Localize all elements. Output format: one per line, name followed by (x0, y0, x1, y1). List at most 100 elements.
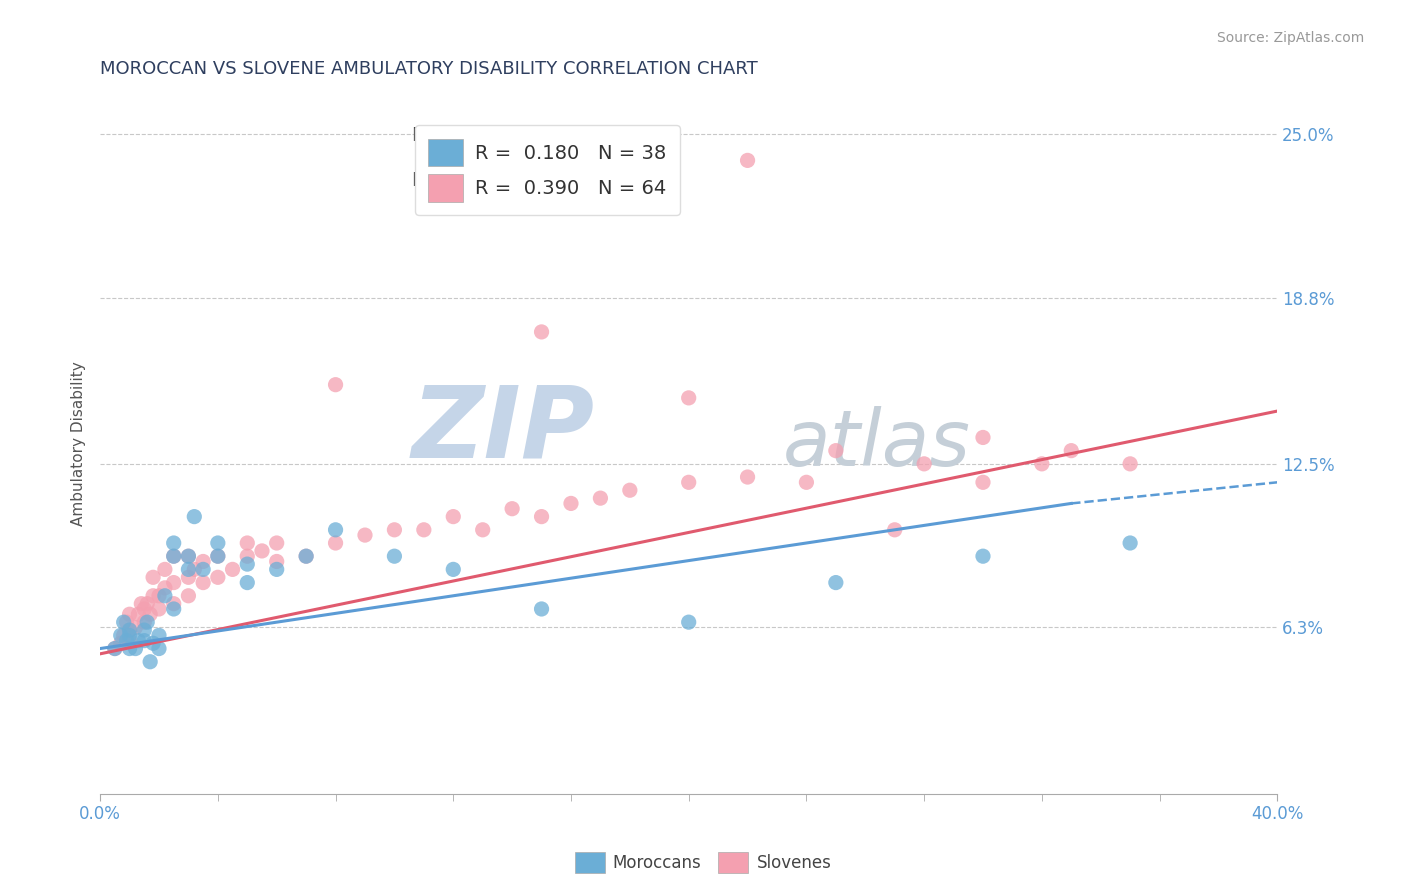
Point (148, 589, 170, 603)
Text: MOROCCAN VS SLOVENE AMBULATORY DISABILITY CORRELATION CHART: MOROCCAN VS SLOVENE AMBULATORY DISABILIT… (100, 60, 758, 78)
Point (177, 589, 200, 603)
Point (530, 509, 553, 524)
Point (112, 628, 135, 642)
Point (177, 549, 200, 564)
Point (110, 628, 132, 642)
Text: R =: R = (412, 126, 454, 145)
Legend: Moroccans, Slovenes: Moroccans, Slovenes (568, 846, 838, 880)
Point (441, 509, 464, 524)
Point (236, 575, 259, 590)
Point (441, 562, 464, 576)
Point (148, 602, 170, 616)
Point (207, 570, 229, 584)
Point (221, 562, 243, 576)
Text: 38: 38 (547, 126, 575, 145)
Point (163, 575, 186, 590)
Point (619, 483, 641, 498)
Text: N =: N = (512, 126, 555, 145)
Point (134, 602, 156, 616)
Point (384, 523, 406, 537)
Point (183, 509, 205, 524)
Point (134, 615, 156, 629)
Text: 0.180: 0.180 (457, 126, 519, 145)
Point (134, 623, 156, 637)
Point (560, 496, 582, 510)
Point (266, 536, 288, 550)
Point (530, 325, 553, 339)
Point (824, 575, 846, 590)
Point (139, 607, 162, 622)
Point (124, 620, 146, 634)
Point (127, 633, 149, 648)
Point (295, 549, 318, 564)
Point (142, 636, 165, 650)
Point (115, 633, 138, 648)
Point (589, 491, 612, 505)
Point (191, 562, 214, 576)
Point (678, 615, 700, 629)
Point (153, 589, 176, 603)
Point (177, 562, 200, 576)
Point (163, 597, 186, 611)
Point (207, 549, 229, 564)
Point (139, 655, 162, 669)
Point (737, 153, 759, 168)
Point (678, 475, 700, 490)
Point (883, 523, 905, 537)
Point (1060, 443, 1083, 458)
Point (115, 615, 138, 629)
Point (972, 430, 994, 444)
Point (530, 602, 553, 616)
Point (1119, 536, 1142, 550)
Point (1031, 457, 1053, 471)
Text: ZIP: ZIP (412, 382, 595, 479)
Point (177, 549, 200, 564)
Point (191, 575, 214, 590)
Point (471, 523, 494, 537)
Point (325, 536, 347, 550)
Point (796, 475, 818, 490)
Point (412, 523, 434, 537)
Point (163, 549, 186, 564)
Point (131, 597, 153, 611)
Point (142, 570, 165, 584)
Point (136, 615, 159, 629)
Point (266, 562, 288, 576)
Point (153, 562, 176, 576)
Point (118, 633, 141, 648)
Legend: R =  0.180   N = 38, R =  0.390   N = 64: R = 0.180 N = 38, R = 0.390 N = 64 (415, 125, 681, 215)
Point (183, 562, 205, 576)
Point (163, 549, 186, 564)
Point (295, 549, 318, 564)
Point (104, 641, 127, 656)
Point (824, 443, 846, 458)
Point (118, 623, 141, 637)
Point (207, 536, 229, 550)
Text: N =: N = (512, 171, 555, 190)
Point (266, 554, 288, 568)
Point (127, 607, 149, 622)
Point (148, 628, 170, 642)
Point (112, 615, 135, 629)
Point (325, 377, 347, 392)
Point (104, 641, 127, 656)
Point (110, 636, 132, 650)
Point (118, 623, 141, 637)
Point (148, 641, 170, 656)
Point (354, 528, 377, 542)
Text: Source: ZipAtlas.com: Source: ZipAtlas.com (1216, 31, 1364, 45)
Point (236, 549, 259, 564)
Point (191, 554, 214, 568)
Point (134, 633, 156, 648)
Point (912, 457, 935, 471)
Point (678, 391, 700, 405)
Text: R =: R = (412, 171, 454, 190)
Point (118, 641, 141, 656)
Text: 64: 64 (547, 171, 575, 190)
Point (118, 607, 141, 622)
Point (384, 549, 406, 564)
Point (972, 549, 994, 564)
Point (153, 581, 176, 595)
Point (207, 549, 229, 564)
Point (236, 557, 259, 571)
